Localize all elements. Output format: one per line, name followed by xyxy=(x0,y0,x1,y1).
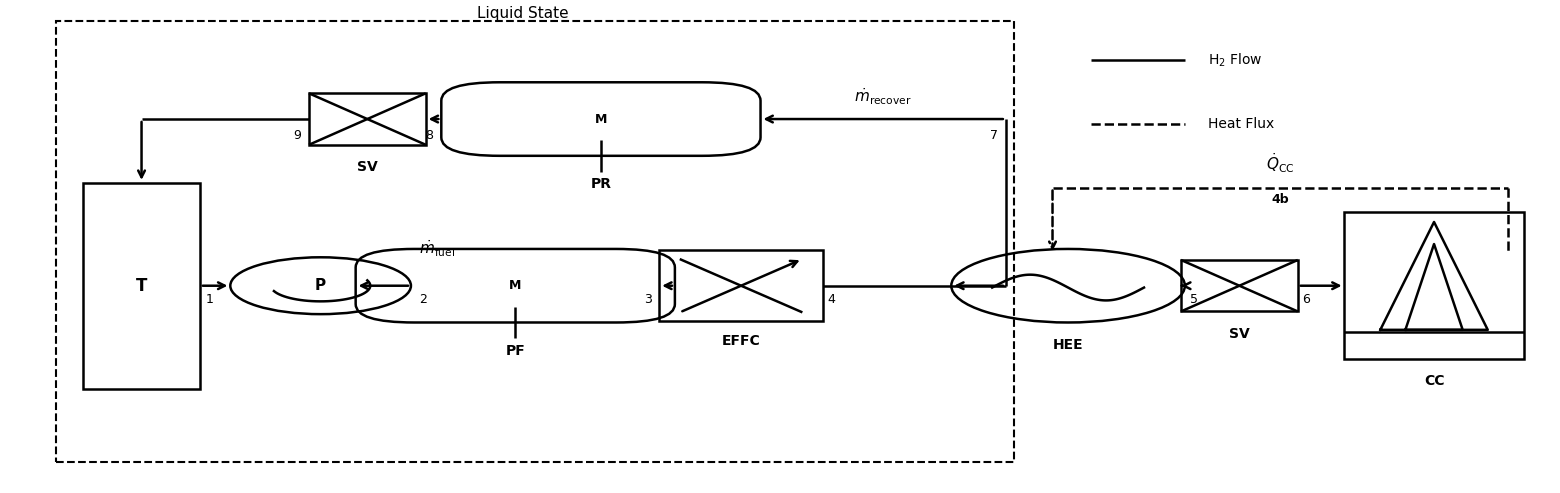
Text: $\dot{Q}_{\mathrm{CC}}$: $\dot{Q}_{\mathrm{CC}}$ xyxy=(1267,152,1295,176)
Text: 9: 9 xyxy=(293,129,301,142)
Text: PR: PR xyxy=(590,177,612,191)
Text: H$_2$ Flow: H$_2$ Flow xyxy=(1209,51,1264,69)
Text: M: M xyxy=(509,279,521,292)
Text: P: P xyxy=(315,278,326,293)
Bar xyxy=(1181,260,1298,312)
Text: 8: 8 xyxy=(426,129,434,142)
Text: M: M xyxy=(594,112,607,126)
Text: 4b: 4b xyxy=(1271,193,1289,206)
Text: $\dot{m}_{\mathrm{recover}}$: $\dot{m}_{\mathrm{recover}}$ xyxy=(855,86,913,107)
Text: PF: PF xyxy=(505,344,526,358)
Text: $\dot{m}_{\mathrm{fuel}}$: $\dot{m}_{\mathrm{fuel}}$ xyxy=(418,238,456,259)
Text: 4: 4 xyxy=(827,293,835,306)
Text: HEE: HEE xyxy=(1053,338,1083,352)
Text: 3: 3 xyxy=(644,293,652,306)
Text: SV: SV xyxy=(1229,326,1250,341)
Text: Liquid State: Liquid State xyxy=(477,6,569,21)
Bar xyxy=(660,250,822,321)
Text: 5: 5 xyxy=(1190,293,1198,306)
Text: T: T xyxy=(136,277,147,295)
Bar xyxy=(83,183,200,388)
Text: SV: SV xyxy=(357,160,378,174)
Text: Heat Flux: Heat Flux xyxy=(1209,117,1275,131)
Bar xyxy=(1345,212,1524,359)
Bar xyxy=(309,93,426,145)
Text: 2: 2 xyxy=(418,293,426,306)
Text: EFFC: EFFC xyxy=(722,334,760,348)
Text: 1: 1 xyxy=(206,293,214,306)
Bar xyxy=(56,21,1014,462)
Text: 7: 7 xyxy=(991,129,998,142)
Text: CC: CC xyxy=(1424,374,1445,388)
Text: 6: 6 xyxy=(1303,293,1310,306)
